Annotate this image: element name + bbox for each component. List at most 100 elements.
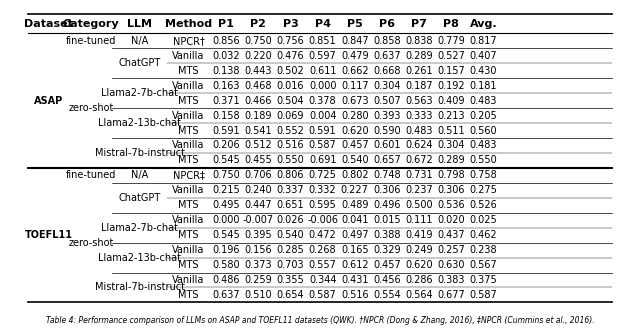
Text: NPCR†: NPCR†	[173, 36, 204, 46]
Text: Vanilla: Vanilla	[172, 185, 205, 195]
Text: N/A: N/A	[131, 170, 148, 181]
Text: MTS: MTS	[178, 155, 198, 165]
Text: 0.500: 0.500	[405, 200, 433, 210]
Text: 0.691: 0.691	[309, 155, 337, 165]
Text: ChatGPT: ChatGPT	[118, 58, 161, 68]
Text: fine-tuned: fine-tuned	[66, 170, 116, 181]
Text: 0.550: 0.550	[276, 155, 305, 165]
Text: 0.552: 0.552	[276, 125, 305, 136]
Text: 0.285: 0.285	[276, 245, 305, 255]
Text: 0.032: 0.032	[212, 51, 240, 61]
Text: P2: P2	[250, 19, 266, 29]
Text: 0.431: 0.431	[341, 275, 369, 285]
Text: 0.637: 0.637	[212, 290, 240, 300]
Text: 0.138: 0.138	[212, 66, 240, 76]
Text: Vanilla: Vanilla	[172, 215, 205, 225]
Text: 0.220: 0.220	[244, 51, 272, 61]
Text: 0.156: 0.156	[244, 245, 272, 255]
Text: 0.540: 0.540	[276, 230, 304, 240]
Text: 0.069: 0.069	[276, 111, 304, 120]
Text: 0.375: 0.375	[470, 275, 497, 285]
Text: 0.595: 0.595	[308, 200, 337, 210]
Text: MTS: MTS	[178, 230, 198, 240]
Text: 0.507: 0.507	[373, 96, 401, 106]
Text: 0.383: 0.383	[438, 275, 465, 285]
Text: 0.567: 0.567	[470, 260, 497, 270]
Text: TOEFL11: TOEFL11	[25, 230, 73, 240]
Text: 0.630: 0.630	[438, 260, 465, 270]
Text: 0.462: 0.462	[470, 230, 497, 240]
Text: 0.187: 0.187	[405, 81, 433, 91]
Text: MTS: MTS	[178, 125, 198, 136]
Text: 0.550: 0.550	[470, 155, 497, 165]
Text: zero-shot: zero-shot	[68, 238, 114, 248]
Text: Avg.: Avg.	[470, 19, 497, 29]
Text: 0.165: 0.165	[341, 245, 369, 255]
Text: 0.672: 0.672	[405, 155, 433, 165]
Text: ChatGPT: ChatGPT	[118, 193, 161, 203]
Text: 0.540: 0.540	[341, 155, 369, 165]
Text: 0.213: 0.213	[437, 111, 465, 120]
Text: 0.306: 0.306	[438, 185, 465, 195]
Text: 0.654: 0.654	[276, 290, 304, 300]
Text: 0.158: 0.158	[212, 111, 240, 120]
Text: 0.227: 0.227	[341, 185, 369, 195]
Text: 0.329: 0.329	[373, 245, 401, 255]
Text: 0.483: 0.483	[470, 96, 497, 106]
Text: 0.355: 0.355	[276, 275, 305, 285]
Text: 0.025: 0.025	[470, 215, 497, 225]
Text: Dataset: Dataset	[24, 19, 73, 29]
Text: LLM: LLM	[127, 19, 152, 29]
Text: 0.000: 0.000	[212, 215, 240, 225]
Text: 0.430: 0.430	[470, 66, 497, 76]
Text: 0.838: 0.838	[405, 36, 433, 46]
Text: 0.668: 0.668	[373, 66, 401, 76]
Text: 0.587: 0.587	[308, 290, 337, 300]
Text: 0.817: 0.817	[470, 36, 497, 46]
Text: Vanilla: Vanilla	[172, 81, 205, 91]
Text: 0.554: 0.554	[373, 290, 401, 300]
Text: 0.560: 0.560	[470, 125, 497, 136]
Text: 0.624: 0.624	[405, 141, 433, 150]
Text: 0.016: 0.016	[276, 81, 304, 91]
Text: P8: P8	[444, 19, 459, 29]
Text: 0.332: 0.332	[309, 185, 337, 195]
Text: 0.748: 0.748	[373, 170, 401, 181]
Text: Llama2-13b-chat: Llama2-13b-chat	[98, 118, 181, 128]
Text: 0.798: 0.798	[437, 170, 465, 181]
Text: 0.240: 0.240	[244, 185, 272, 195]
Text: 0.457: 0.457	[341, 141, 369, 150]
Text: P4: P4	[315, 19, 331, 29]
Text: 0.015: 0.015	[373, 215, 401, 225]
Text: P3: P3	[283, 19, 298, 29]
Text: 0.289: 0.289	[437, 155, 465, 165]
Text: 0.750: 0.750	[244, 36, 272, 46]
Text: Vanilla: Vanilla	[172, 245, 205, 255]
Text: 0.304: 0.304	[438, 141, 465, 150]
Text: 0.419: 0.419	[405, 230, 433, 240]
Text: 0.337: 0.337	[276, 185, 304, 195]
Text: 0.333: 0.333	[405, 111, 433, 120]
Text: 0.620: 0.620	[341, 125, 369, 136]
Text: 0.779: 0.779	[437, 36, 465, 46]
Text: 0.378: 0.378	[309, 96, 337, 106]
Text: Category: Category	[63, 19, 120, 29]
Text: 0.163: 0.163	[212, 81, 240, 91]
Text: ASAP: ASAP	[34, 96, 63, 106]
Text: 0.750: 0.750	[212, 170, 240, 181]
Text: 0.259: 0.259	[244, 275, 272, 285]
Text: 0.591: 0.591	[212, 125, 240, 136]
Text: 0.476: 0.476	[276, 51, 304, 61]
Text: 0.731: 0.731	[405, 170, 433, 181]
Text: 0.409: 0.409	[438, 96, 465, 106]
Text: 0.189: 0.189	[244, 111, 272, 120]
Text: 0.261: 0.261	[405, 66, 433, 76]
Text: 0.611: 0.611	[309, 66, 337, 76]
Text: 0.497: 0.497	[341, 230, 369, 240]
Text: fine-tuned: fine-tuned	[66, 36, 116, 46]
Text: 0.457: 0.457	[373, 260, 401, 270]
Text: 0.512: 0.512	[244, 141, 272, 150]
Text: zero-shot: zero-shot	[68, 103, 114, 113]
Text: 0.587: 0.587	[308, 141, 337, 150]
Text: 0.536: 0.536	[437, 200, 465, 210]
